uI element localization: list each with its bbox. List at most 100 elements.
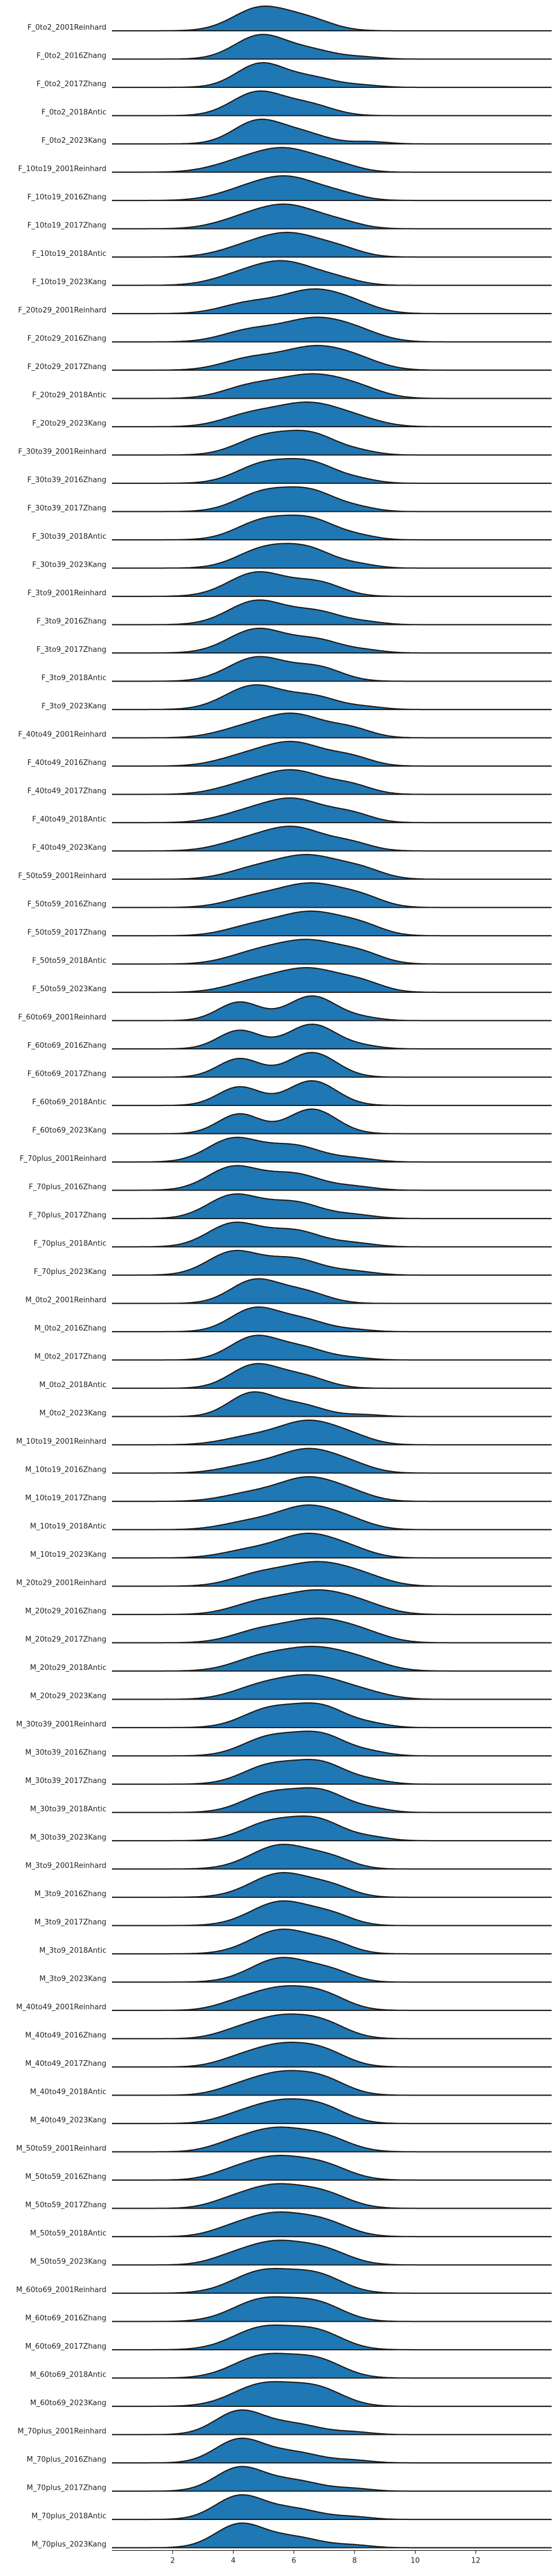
ridge-label: F_50to59_2018Antic xyxy=(32,957,106,965)
ridge-label: M_40to49_2016Zhang xyxy=(25,2032,106,2040)
ridge-area xyxy=(112,1420,552,1445)
ridge-area xyxy=(112,119,552,144)
ridge-label: F_10to19_2017Zhang xyxy=(27,222,106,230)
ridge-row: M_50to59_2018Antic xyxy=(30,2211,552,2238)
ridge-area xyxy=(112,1222,552,1247)
ridge-label: M_3to9_2023Kang xyxy=(39,1975,106,1984)
ridge-area xyxy=(112,289,552,314)
ridges-group: F_0to2_2001Reinhard F_0to2_2016Zhang F_0to… xyxy=(16,5,552,2549)
ridge-row: M_40to49_2001Reinhard xyxy=(16,1985,552,2012)
ridge-area xyxy=(112,1957,552,1982)
ridge-label: M_60to69_2023Kang xyxy=(30,2399,106,2407)
ridge-label: F_10to19_2023Kang xyxy=(32,278,106,287)
ridge-area xyxy=(112,147,552,172)
ridge-area xyxy=(112,1477,552,1501)
ridge-area xyxy=(112,317,552,342)
ridge-label: F_70plus_2016Zhang xyxy=(29,1183,106,1192)
ridge-label: F_60to69_2023Kang xyxy=(32,1127,106,1135)
ridge-row: F_20to29_2018Antic xyxy=(32,373,552,400)
ridge-row: M_0to2_2018Antic xyxy=(39,1362,552,1389)
ridge-row: F_40to49_2001Reinhard xyxy=(18,712,552,739)
ridge-area xyxy=(112,1505,552,1530)
ridge-row: M_10to19_2023Kang xyxy=(30,1532,552,1559)
ridge-area xyxy=(112,402,552,427)
ridge-area xyxy=(112,2325,552,2350)
ridge-area xyxy=(112,374,552,399)
ridge-label: F_30to39_2016Zhang xyxy=(27,476,106,484)
ridge-label: M_40to49_2023Kang xyxy=(30,2116,106,2125)
ridge-area xyxy=(112,1392,552,1417)
ridge-area xyxy=(112,1986,552,2010)
ridge-label: M_3to9_2016Zhang xyxy=(35,1890,107,1898)
ridge-label: F_30to39_2018Antic xyxy=(32,533,106,541)
ridge-label: F_50to59_2017Zhang xyxy=(27,928,106,937)
ridge-area xyxy=(112,2523,552,2548)
ridge-label: F_30to39_2001Reinhard xyxy=(18,448,106,456)
ridge-label: M_30to39_2018Antic xyxy=(30,1805,106,1814)
ridge-area xyxy=(112,1024,552,1049)
ridge-label: M_3to9_2018Antic xyxy=(39,1947,106,1955)
ridge-row: M_3to9_2023Kang xyxy=(39,1957,552,1984)
ridge-area xyxy=(112,939,552,964)
ridge-label: M_60to69_2017Zhang xyxy=(25,2342,106,2351)
ridge-area xyxy=(112,968,552,992)
ridge-area xyxy=(112,1816,552,1841)
ridge-area xyxy=(112,2466,552,2491)
ridge-label: M_30to39_2017Zhang xyxy=(25,1777,106,1785)
ridge-label: M_20to29_2018Antic xyxy=(30,1664,106,1672)
ridge-row: F_20to29_2017Zhang xyxy=(27,344,552,371)
ridge-label: F_20to29_2016Zhang xyxy=(27,335,106,343)
ridge-area xyxy=(112,2014,552,2039)
ridge-label: F_60to69_2001Reinhard xyxy=(18,1014,106,1022)
ridge-row: M_0to2_2001Reinhard xyxy=(25,1278,552,1305)
x-tick-label: 8 xyxy=(352,2557,357,2565)
ridge-label: F_60to69_2018Antic xyxy=(32,1098,106,1107)
ridge-label: F_60to69_2017Zhang xyxy=(27,1070,106,1079)
ridge-label: F_0to2_2023Kang xyxy=(41,137,106,145)
ridge-area xyxy=(112,260,552,286)
ridge-row: M_20to29_2001Reinhard xyxy=(16,1561,552,1588)
ridge-area xyxy=(112,996,552,1021)
ridge-row: M_40to49_2017Zhang xyxy=(25,2041,552,2068)
ridge-label: F_50to59_2016Zhang xyxy=(27,900,106,909)
ridge-area xyxy=(112,2042,552,2067)
ridge-area xyxy=(112,628,552,653)
ridge-area xyxy=(112,63,552,87)
ridge-label: F_20to29_2001Reinhard xyxy=(18,306,106,315)
ridge-row: M_70plus_2017Zhang xyxy=(27,2466,552,2493)
ridge-label: M_0to2_2001Reinhard xyxy=(25,1296,106,1305)
ridge-area xyxy=(112,1646,552,1671)
ridge-label: M_0to2_2016Zhang xyxy=(35,1324,107,1333)
ridge-area xyxy=(112,459,552,483)
ridge-row: F_3to9_2018Antic xyxy=(41,656,552,683)
ridge-row: M_50to59_2023Kang xyxy=(30,2239,552,2266)
ridge-label: M_50to59_2016Zhang xyxy=(25,2173,106,2181)
ridge-row: F_70plus_2023Kang xyxy=(34,1249,552,1276)
ridge-row: F_50to59_2017Zhang xyxy=(27,910,552,937)
ridge-row: M_60to69_2023Kang xyxy=(30,2381,552,2407)
ridge-area xyxy=(112,1929,552,1954)
ridge-label: M_10to19_2018Antic xyxy=(30,1523,106,1531)
ridge-label: M_10to19_2001Reinhard xyxy=(16,1438,106,1446)
ridge-label: M_60to69_2001Reinhard xyxy=(16,2286,106,2294)
ridge-label: F_3to9_2018Antic xyxy=(41,674,106,683)
ridge-row: F_3to9_2001Reinhard xyxy=(27,571,552,598)
x-tick-label: 2 xyxy=(170,2557,175,2565)
ridge-label: F_40to49_2018Antic xyxy=(32,815,106,824)
ridge-area xyxy=(112,2070,552,2096)
ridge-area xyxy=(112,1194,552,1219)
ridge-row: F_10to19_2023Kang xyxy=(32,260,552,287)
ridge-row: M_30to39_2001Reinhard xyxy=(16,1702,552,1729)
ridge-row: F_50to59_2001Reinhard xyxy=(18,853,552,880)
ridge-row: F_0to2_2017Zhang xyxy=(36,62,552,88)
ridge-label: M_70plus_2016Zhang xyxy=(27,2456,106,2464)
ridge-row: F_0to2_2018Antic xyxy=(41,90,552,117)
ridge-row: F_3to9_2016Zhang xyxy=(36,599,552,626)
ridge-area xyxy=(112,543,552,568)
ridge-row: F_60to69_2023Kang xyxy=(32,1108,552,1135)
ridge-label: F_0to2_2016Zhang xyxy=(36,52,106,60)
ridge-row: F_20to29_2001Reinhard xyxy=(18,288,552,315)
ridge-row: F_3to9_2023Kang xyxy=(41,684,552,711)
ridge-label: F_3to9_2016Zhang xyxy=(36,618,106,626)
ridge-label: F_10to19_2016Zhang xyxy=(27,193,106,202)
